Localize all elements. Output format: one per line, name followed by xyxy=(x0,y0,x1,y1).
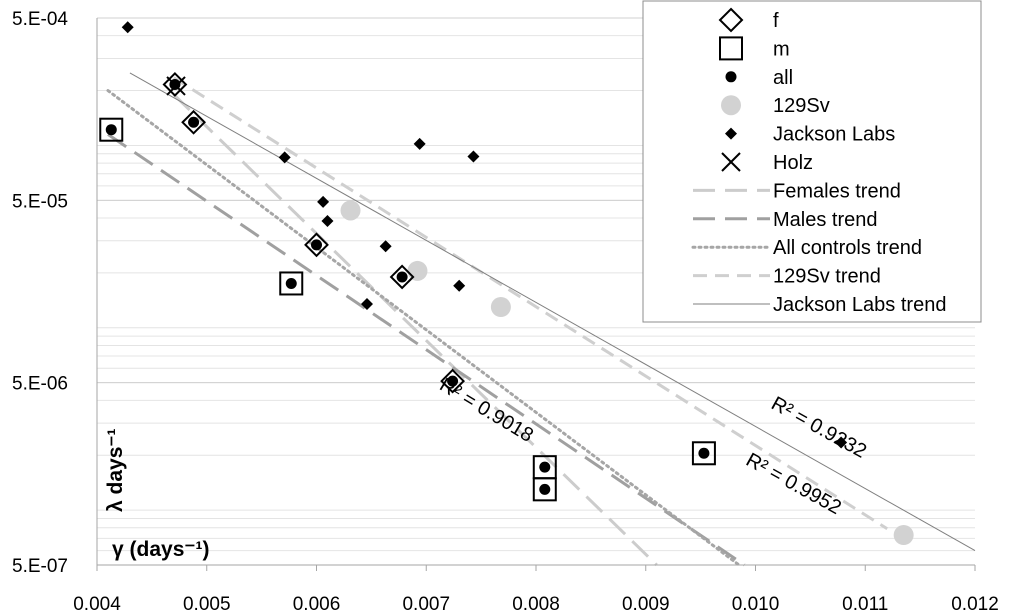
data-point xyxy=(166,76,186,96)
data-point xyxy=(447,375,459,387)
x-tick-label: 0.005 xyxy=(183,594,231,615)
data-point xyxy=(835,436,848,449)
legend-label: All controls trend xyxy=(773,237,922,259)
axes: 0.004 0.005 0.006 0.007 0.008 0.009 0.010 0.011… xyxy=(12,9,999,615)
data-point xyxy=(188,116,200,128)
data-point xyxy=(467,150,480,163)
data-point xyxy=(285,277,297,289)
data-point xyxy=(311,239,322,251)
y-tick-label: 5.E-06 xyxy=(12,374,68,395)
data-point xyxy=(413,137,426,150)
data-point xyxy=(278,151,291,164)
legend-label: m xyxy=(773,38,790,60)
data-point xyxy=(121,21,134,34)
trendline xyxy=(107,133,746,567)
legend-label: 129Sv trend xyxy=(773,266,881,288)
x-tick-label: 0.004 xyxy=(73,594,121,615)
legend-symbol xyxy=(725,71,737,83)
data-points xyxy=(99,21,914,546)
y-axis-label: λ days⁻¹ xyxy=(104,429,127,512)
data-point xyxy=(396,271,408,283)
legend-symbol xyxy=(718,7,744,33)
legend-label: all xyxy=(773,67,793,89)
r-squared-label: R² = 0.9018 xyxy=(436,374,537,447)
x-tick-label: 0.008 xyxy=(512,594,560,615)
data-point xyxy=(379,240,392,253)
legend-symbol xyxy=(721,95,741,116)
legend-symbol xyxy=(725,127,737,140)
x-tick-label: 0.010 xyxy=(732,594,780,615)
legend: fm all 129Sv Jackson Labs Holz Females trend M… xyxy=(642,0,982,323)
y-tick-label: 5.E-07 xyxy=(12,556,68,577)
data-point xyxy=(539,461,551,473)
trendline xyxy=(172,93,658,567)
legend-label: f xyxy=(773,10,779,32)
data-point xyxy=(279,271,304,296)
x-tick-label: 0.006 xyxy=(293,594,341,615)
r-squared-label: R² = 0.9952 xyxy=(742,449,845,519)
data-point xyxy=(698,447,710,459)
data-point xyxy=(440,368,466,394)
legend-label: 129Sv xyxy=(773,95,830,117)
x-axis-label: γ (days⁻¹) xyxy=(112,538,209,561)
y-tick-label: 5.E-05 xyxy=(12,191,68,212)
trendline xyxy=(173,76,889,531)
data-point xyxy=(304,232,329,258)
data-point xyxy=(99,117,124,142)
data-point xyxy=(532,477,557,502)
data-point xyxy=(105,124,117,136)
x-tick-label: 0.007 xyxy=(402,594,450,615)
data-point xyxy=(321,215,334,228)
x-tick-label: 0.012 xyxy=(951,594,999,615)
data-point xyxy=(453,279,466,292)
data-point xyxy=(691,441,716,466)
legend-label: Males trend xyxy=(773,209,878,231)
data-point xyxy=(317,195,330,208)
data-point xyxy=(340,200,361,221)
trendlines xyxy=(106,72,976,567)
trendline xyxy=(106,89,741,567)
y-tick-label: 5.E-04 xyxy=(12,9,68,30)
data-point xyxy=(181,109,206,135)
data-point xyxy=(389,264,415,290)
legend-label: Holz xyxy=(773,152,813,174)
legend-label: Jackson Labs xyxy=(773,124,895,146)
x-tick-label: 0.009 xyxy=(622,594,670,615)
data-point xyxy=(893,525,914,546)
data-point xyxy=(490,297,511,318)
trendline xyxy=(129,72,976,551)
legend-symbol xyxy=(721,152,741,172)
data-point xyxy=(539,483,551,495)
r-squared-label: R² = 0.9232 xyxy=(767,393,870,463)
x-tick-label: 0.011 xyxy=(842,594,888,615)
legend-symbol xyxy=(719,36,743,61)
legend-box xyxy=(642,0,982,323)
legend-label: Jackson Labs trend xyxy=(773,294,946,316)
legend-label: Females trend xyxy=(773,180,901,202)
data-point xyxy=(360,298,373,311)
